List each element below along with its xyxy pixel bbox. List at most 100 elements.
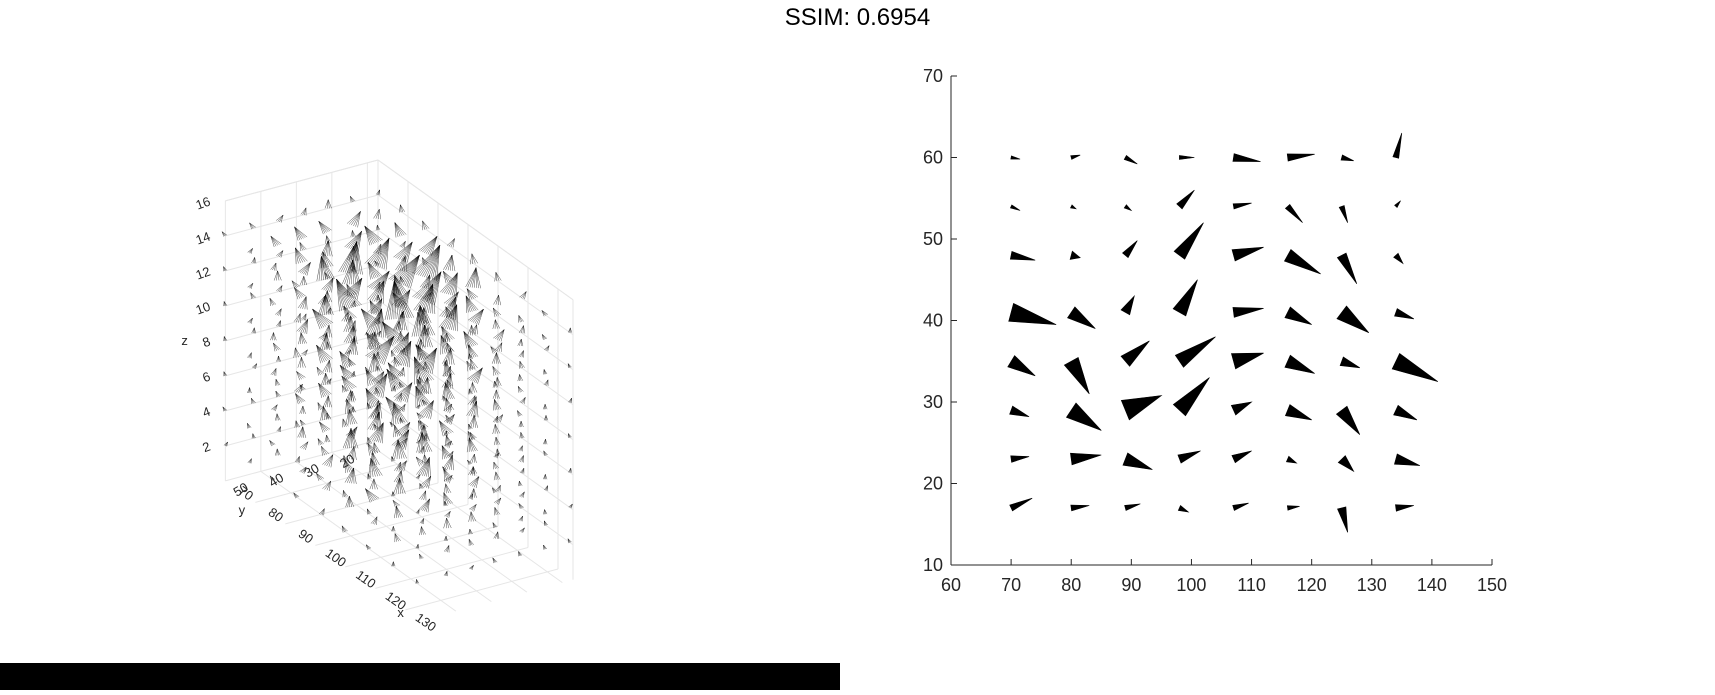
cone-3d-line xyxy=(519,339,521,346)
cone-3d-line xyxy=(443,366,451,376)
cone-mark xyxy=(1231,402,1251,415)
cone-mark xyxy=(1071,205,1077,209)
grid-line xyxy=(315,505,468,546)
cone-3d-line xyxy=(270,298,276,304)
cone-3d-line xyxy=(451,373,453,389)
cone-3d-line xyxy=(450,273,457,295)
cone-3d-line xyxy=(324,373,326,385)
cone-3d-line xyxy=(498,532,499,539)
cone-3d-line xyxy=(326,373,328,385)
cone-mark xyxy=(1393,133,1402,158)
cone-3d-line xyxy=(464,331,478,344)
cone-3d-line xyxy=(571,468,572,473)
cone-3d-line xyxy=(418,544,419,548)
cone-3d-line xyxy=(396,430,409,447)
cone-3d-line xyxy=(403,312,408,330)
cone-3d-line xyxy=(469,438,477,451)
cone-3d-line xyxy=(252,328,255,333)
cone-3d-line xyxy=(519,361,520,369)
cone-3d-line xyxy=(355,321,356,332)
cone-3d-line xyxy=(395,386,396,392)
y-tick-label: 50 xyxy=(923,229,943,249)
cone-mark xyxy=(1394,405,1417,420)
cone-3d-line xyxy=(340,351,348,367)
cone-3d-line xyxy=(349,496,354,507)
grid-line xyxy=(261,471,456,611)
cone-3d-line xyxy=(468,309,484,320)
cone-3d-line xyxy=(477,325,478,335)
cone-3d-line xyxy=(396,506,401,517)
cone-3d-line xyxy=(493,366,501,374)
cone-3d-line xyxy=(468,268,476,288)
cone-3d-line xyxy=(474,454,476,463)
cone-3d-line xyxy=(325,435,327,442)
cone-mark xyxy=(1071,505,1090,511)
cone-mark xyxy=(1123,241,1138,258)
cone-mark xyxy=(1008,356,1035,376)
z-axis-label: z xyxy=(181,333,188,348)
cone-3d-line xyxy=(447,571,448,576)
cone-3d-line xyxy=(271,236,281,244)
cone-3d-line xyxy=(388,363,402,376)
cone-3d-line xyxy=(475,309,484,323)
y-tick-label: 70 xyxy=(923,66,943,86)
cone-3d-line xyxy=(394,425,395,437)
cone-3d-line xyxy=(346,316,351,332)
cone-3d-line xyxy=(379,412,382,431)
grid-line xyxy=(367,443,562,583)
cone-3d-line xyxy=(313,309,323,328)
cone-3d-line xyxy=(545,510,547,515)
cone-3d-line xyxy=(277,449,278,456)
cone-3d-line xyxy=(379,209,381,219)
cone-mark xyxy=(1341,155,1354,161)
cone-3d-line xyxy=(493,424,496,434)
cone-3d-line xyxy=(467,289,478,298)
cone-mark xyxy=(1178,451,1201,463)
cone-3d-line xyxy=(493,320,496,329)
cone-3d-line xyxy=(444,501,445,506)
z-tick-label: 16 xyxy=(194,194,213,213)
cone-3d-line xyxy=(365,489,375,500)
cone-3d-line xyxy=(394,506,396,518)
cone-3d-line xyxy=(353,211,360,226)
cone-3d-line xyxy=(380,403,382,418)
x-tick-label: 140 xyxy=(1417,575,1447,595)
z-tick-label: 2 xyxy=(200,439,212,456)
cone-mark xyxy=(1125,504,1141,511)
cone-3d-line xyxy=(318,439,324,444)
x-tick-label: 80 xyxy=(266,504,286,525)
cone-3d-line xyxy=(300,276,304,285)
cone-mark xyxy=(1010,251,1035,260)
cone-mark xyxy=(1394,253,1403,263)
cone-3d-line xyxy=(297,371,306,377)
z-tick-label: 8 xyxy=(200,334,212,351)
cone-3d-line xyxy=(492,353,496,364)
cone-3d-line xyxy=(352,230,354,236)
x-tick-label: 110 xyxy=(353,567,379,591)
cone-3d-line xyxy=(294,348,296,358)
cone-3d-line xyxy=(275,379,276,386)
cone-3d-line xyxy=(471,309,483,322)
grid-line xyxy=(378,195,573,335)
cone-mark xyxy=(1010,205,1020,211)
cone-mark xyxy=(1174,223,1203,260)
cone-3d-line xyxy=(352,230,355,236)
cone-3d-line xyxy=(471,512,476,521)
cone-mark xyxy=(1231,353,1263,369)
cone-3d-line xyxy=(276,215,283,221)
cone-3d-line xyxy=(365,226,374,244)
cone-mark xyxy=(1124,205,1131,211)
cone-3d-line xyxy=(317,345,331,359)
cone-3d-line xyxy=(386,397,401,411)
x-tick-label: 120 xyxy=(383,588,409,613)
cone-3d-line xyxy=(340,365,352,377)
cone-3d-line xyxy=(321,446,329,454)
cone-3d-line xyxy=(319,422,326,431)
cone-3d-line xyxy=(388,363,397,379)
x-tick-label: 110 xyxy=(1237,575,1266,595)
x-tick-label: 130 xyxy=(413,610,439,635)
cone-3d-line xyxy=(301,357,303,367)
